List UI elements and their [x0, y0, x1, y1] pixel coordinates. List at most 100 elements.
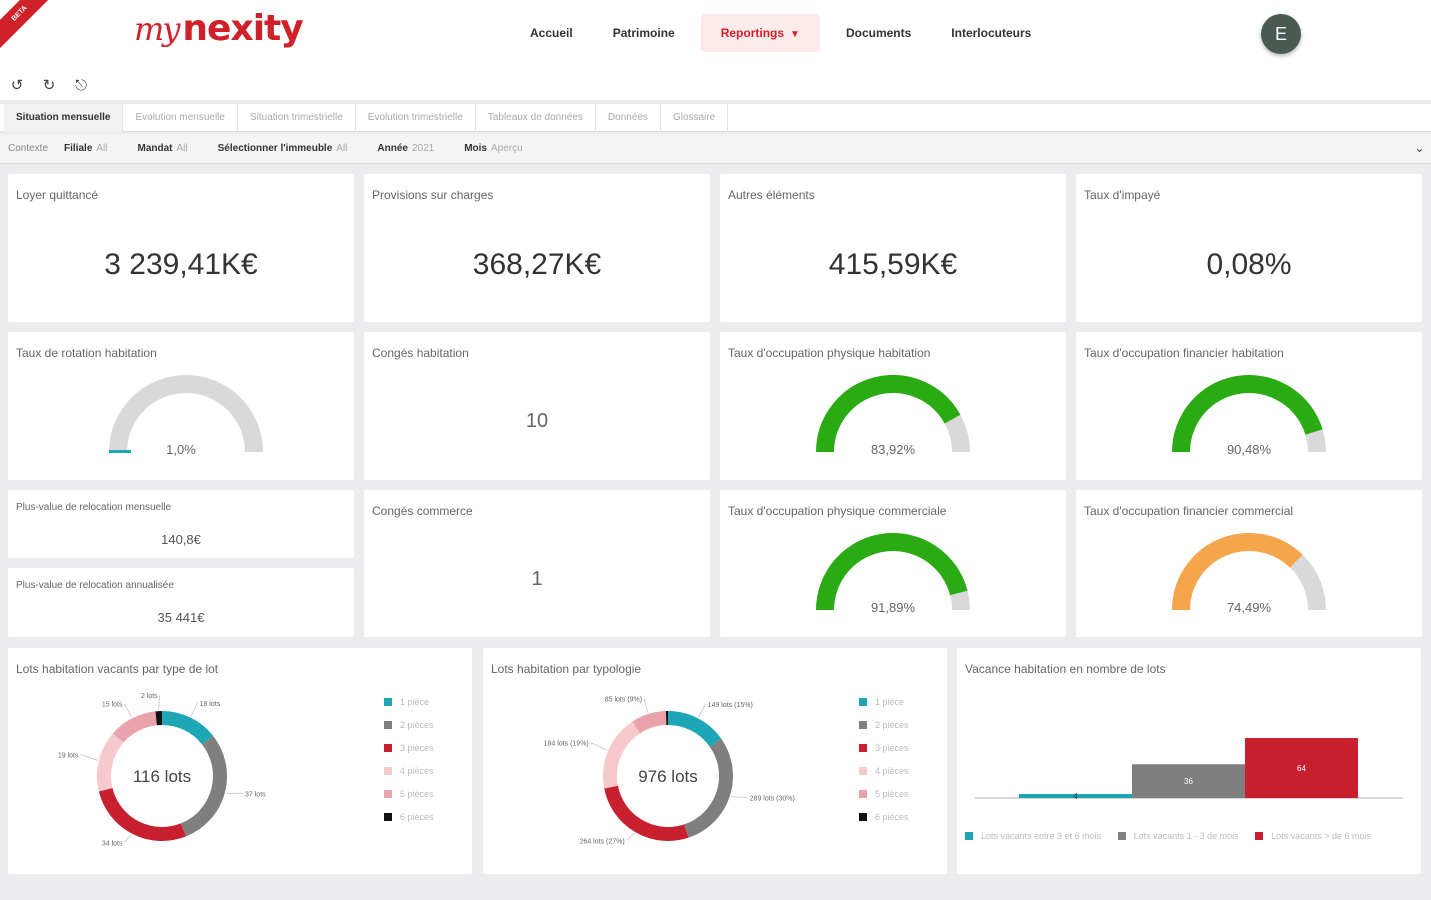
legend-item[interactable]: 4 pièces: [384, 759, 434, 782]
legend-item[interactable]: 4 pièces: [859, 759, 909, 782]
kpi-title: Plus-value de relocation mensuelle: [16, 502, 172, 513]
legend-item[interactable]: 3 pièces: [384, 736, 434, 759]
bar-legend: Lots vacants entre 3 et 6 mois Lots vaca…: [965, 824, 1405, 847]
filter-annee[interactable]: Année 2021: [377, 143, 434, 154]
donut-slice[interactable]: [112, 711, 158, 743]
donut-chart-vacants: 18 lots 37 lots 34 lots 19 lots 15 lots 2 lot…: [58, 693, 266, 847]
nav-patrimoine[interactable]: Patrimoine: [612, 26, 675, 40]
bar[interactable]: [1019, 794, 1132, 798]
legend-item[interactable]: Lots vacants > de 6 mois: [1255, 824, 1371, 847]
tab-situation-mensuelle[interactable]: Situation mensuelle: [4, 103, 124, 132]
bar-chart-vacance: 4 36 64: [975, 738, 1403, 801]
kpi-value: 368,27K€: [472, 248, 602, 281]
donut-data-label: 184 lots (19%): [544, 741, 589, 748]
filter-value: Aperçu: [491, 143, 523, 154]
nav-documents[interactable]: Documents: [845, 26, 912, 40]
donut-data-label: 19 lots: [58, 753, 79, 760]
legend-swatch: [859, 743, 867, 752]
legend-item[interactable]: 2 pièces: [384, 713, 434, 736]
bar[interactable]: [1132, 764, 1245, 798]
donut-data-label: 289 lots (30%): [750, 795, 795, 802]
donut-slice[interactable]: [632, 711, 667, 734]
tab-tableaux-donnees[interactable]: Tableaux de données: [476, 103, 596, 132]
kpi-card-conges-commerce: Congés commerce 1: [364, 490, 710, 637]
donut-data-label: 18 lots: [200, 701, 221, 708]
legend-label: 4 pièces: [875, 765, 909, 776]
legend-item[interactable]: 6 pièces: [859, 805, 909, 828]
donut-slice[interactable]: [667, 711, 722, 747]
donut-slice[interactable]: [180, 735, 227, 837]
bar-label: 64: [1297, 764, 1306, 773]
filter-mois[interactable]: Mois Aperçu: [464, 143, 522, 154]
undo-icon[interactable]: ↺: [10, 77, 24, 94]
tab-situation-trimestrielle[interactable]: Situation trimestrielle: [238, 103, 356, 132]
legend-label: 3 pièces: [875, 742, 909, 753]
legend-swatch: [859, 766, 867, 775]
filter-filiale[interactable]: Filiale All: [64, 143, 107, 154]
donut-slice[interactable]: [98, 787, 186, 841]
donut-data-label: 37 lots: [245, 791, 266, 798]
legend-item[interactable]: 5 pièces: [859, 782, 909, 805]
kpi-title: Loyer quittancé: [16, 188, 99, 202]
legend-item[interactable]: Lots vacants 1 - 3 de mois: [1117, 824, 1239, 847]
gauge-card-occ-phys-com: Taux d'occupation physique commerciale 9…: [720, 490, 1066, 637]
tab-evolution-mensuelle[interactable]: Evolution mensuelle: [123, 103, 238, 132]
filter-key: Année: [377, 143, 408, 154]
gauge-occ-phys-hab: [816, 375, 970, 453]
filter-bar: Contexte Filiale All Mandat All Sélectionn…: [0, 134, 1431, 164]
nav-reportings[interactable]: Reportings ▼: [700, 14, 820, 52]
donut-slice[interactable]: [603, 721, 641, 789]
legend-label: 3 pièces: [400, 742, 434, 753]
reset-icon[interactable]: ⎋: [75, 76, 87, 94]
tab-glossaire[interactable]: Glossaire: [661, 103, 729, 132]
filter-value: All: [96, 143, 108, 154]
legend-label: 1 pièce: [875, 696, 905, 707]
legend-item[interactable]: 1 pièce: [384, 690, 434, 713]
donut-leader-line: [626, 832, 635, 841]
nav-accueil[interactable]: Accueil: [530, 26, 573, 40]
donut-slice[interactable]: [683, 738, 733, 838]
filter-value: All: [176, 143, 188, 154]
nav-interlocuteurs[interactable]: Interlocuteurs: [951, 26, 1032, 40]
kpi-card-loyer: Loyer quittancé 3 239,41K€: [8, 174, 354, 322]
legend-swatch: [384, 720, 392, 729]
legend-swatch: [384, 789, 392, 798]
gauge-occ-phys-com: [816, 533, 970, 611]
mynexity-logo[interactable]: my nexity: [134, 8, 304, 58]
kpi-title: Congés habitation: [372, 346, 469, 360]
legend-item[interactable]: 5 pièces: [384, 782, 434, 805]
donut-card-vacants: Lots habitation vacants par type de lot …: [8, 648, 472, 874]
donut-slice[interactable]: [604, 785, 689, 841]
chevron-down-icon[interactable]: ⌄: [1414, 140, 1425, 155]
gauge-fill: [1172, 533, 1303, 611]
legend-label: 1 pièce: [400, 696, 430, 707]
filter-key: Mois: [464, 143, 487, 154]
kpi-card-pv-annualisee: Plus-value de relocation annualisée 35 4…: [8, 568, 354, 637]
filter-immeuble[interactable]: Sélectionner l'immeuble All: [218, 143, 348, 154]
gauge-title: Taux d'occupation financier commercial: [1084, 504, 1294, 518]
tab-donnees[interactable]: Données: [596, 103, 661, 132]
donut-slice[interactable]: [161, 711, 214, 745]
logo-my: my: [134, 10, 180, 48]
header: BETA my nexity Accueil Patrimoine Report…: [0, 0, 1431, 70]
bar[interactable]: [1245, 738, 1358, 798]
donut-center-label: 976 lots: [638, 767, 698, 786]
gauge-title: Taux d'occupation financier habitation: [1084, 346, 1284, 360]
kpi-value: 415,59K€: [828, 248, 958, 281]
kpi-value: 1: [531, 568, 543, 590]
legend-item[interactable]: 1 pièce: [859, 690, 909, 713]
legend-label: Lots vacants entre 3 et 6 mois: [981, 830, 1102, 841]
tab-evolution-trimestrielle[interactable]: Evolution trimestrielle: [356, 103, 476, 132]
legend-item[interactable]: 6 pièces: [384, 805, 434, 828]
legend-item[interactable]: 2 pièces: [859, 713, 909, 736]
donut-leader-line: [158, 695, 161, 711]
kpi-card-pv-mensuelle: Plus-value de relocation mensuelle 140,8…: [8, 490, 354, 558]
redo-icon[interactable]: ↻: [42, 77, 56, 94]
filter-mandat[interactable]: Mandat All: [138, 143, 188, 154]
legend-item[interactable]: 3 pièces: [859, 736, 909, 759]
legend-item[interactable]: Lots vacants entre 3 et 6 mois: [965, 824, 1101, 847]
kpi-value: 0,08%: [1206, 248, 1292, 281]
chart-title: Lots habitation vacants par type de lot: [16, 662, 219, 676]
avatar[interactable]: E: [1261, 14, 1301, 54]
donut-slice[interactable]: [97, 733, 124, 792]
